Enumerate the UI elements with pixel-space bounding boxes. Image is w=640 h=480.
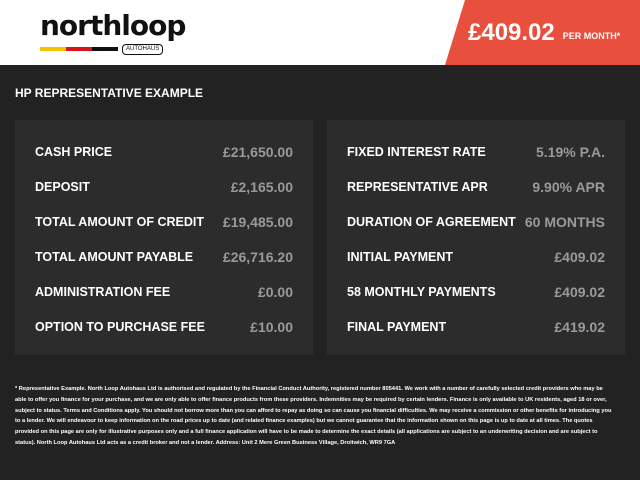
section-title: HP REPRESENTATIVE EXAMPLE: [15, 86, 204, 100]
row-value: £409.02: [554, 284, 605, 300]
row-value: £10.00: [250, 319, 293, 335]
row-label: FINAL PAYMENT: [347, 320, 447, 334]
row-label: ADMINISTRATION FEE: [35, 285, 171, 299]
finance-row: TOTAL AMOUNT OF CREDIT £19,485.00: [35, 212, 293, 232]
finance-panel-left: CASH PRICE £21,650.00 DEPOSIT £2,165.00 TOTA…: [15, 120, 313, 355]
finance-row: REPRESENTATIVE APR 9.90% APR: [347, 177, 605, 197]
finance-row: FINAL PAYMENT £419.02: [347, 317, 605, 337]
row-value: 60 MONTHS: [524, 214, 605, 230]
finance-panel-right: FIXED INTEREST RATE 5.19% P.A. REPRESENTAT…: [327, 120, 625, 355]
monthly-price-group: £409.02 PER MONTH*: [468, 0, 640, 65]
northloop-logo[interactable]: northloop AUTOHAUS: [40, 10, 186, 58]
finance-row: ADMINISTRATION FEE £0.00: [35, 282, 293, 302]
monthly-price: £409.02: [468, 18, 555, 46]
monthly-price-banner: [445, 0, 640, 65]
row-value: £26,716.20: [222, 249, 293, 265]
row-label: OPTION TO PURCHASE FEE: [35, 320, 205, 334]
logo-text: northloop: [40, 9, 186, 42]
row-label: 58 MONTHLY PAYMENTS: [347, 285, 496, 299]
row-label: REPRESENTATIVE APR: [347, 180, 488, 194]
row-label: FIXED INTEREST RATE: [347, 145, 486, 159]
logo-badge: AUTOHAUS: [122, 44, 164, 55]
row-value: £21,650.00: [222, 144, 293, 160]
row-label: DURATION OF AGREEMENT: [347, 215, 516, 229]
finance-row: INITIAL PAYMENT £409.02: [347, 247, 605, 267]
row-label: TOTAL AMOUNT OF CREDIT: [35, 215, 204, 229]
row-value: £419.02: [554, 319, 605, 335]
row-value: 5.19% P.A.: [535, 144, 605, 160]
finance-row: DURATION OF AGREEMENT 60 MONTHS: [347, 212, 605, 232]
disclaimer: * Representative Example. North Loop Aut…: [15, 386, 612, 446]
finance-row: DEPOSIT £2,165.00: [35, 177, 293, 197]
row-value: £19,485.00: [222, 214, 293, 230]
finance-row: TOTAL AMOUNT PAYABLE £26,716.20: [35, 247, 293, 267]
row-label: TOTAL AMOUNT PAYABLE: [35, 250, 194, 264]
finance-row: OPTION TO PURCHASE FEE £10.00: [35, 317, 293, 337]
finance-row: FIXED INTEREST RATE 5.19% P.A.: [347, 142, 605, 162]
row-value: £2,165.00: [230, 179, 293, 195]
row-label: DEPOSIT: [35, 180, 90, 194]
row-value: £0.00: [257, 284, 293, 300]
row-value: 9.90% APR: [532, 179, 605, 195]
row-value: £409.02: [554, 249, 605, 265]
finance-row: CASH PRICE £21,650.00: [35, 142, 293, 162]
finance-row: 58 MONTHLY PAYMENTS £409.02: [347, 282, 605, 302]
per-month-label: PER MONTH*: [562, 30, 621, 41]
row-label: CASH PRICE: [35, 145, 113, 159]
logo-stripes: [40, 47, 118, 51]
row-label: INITIAL PAYMENT: [347, 250, 454, 264]
